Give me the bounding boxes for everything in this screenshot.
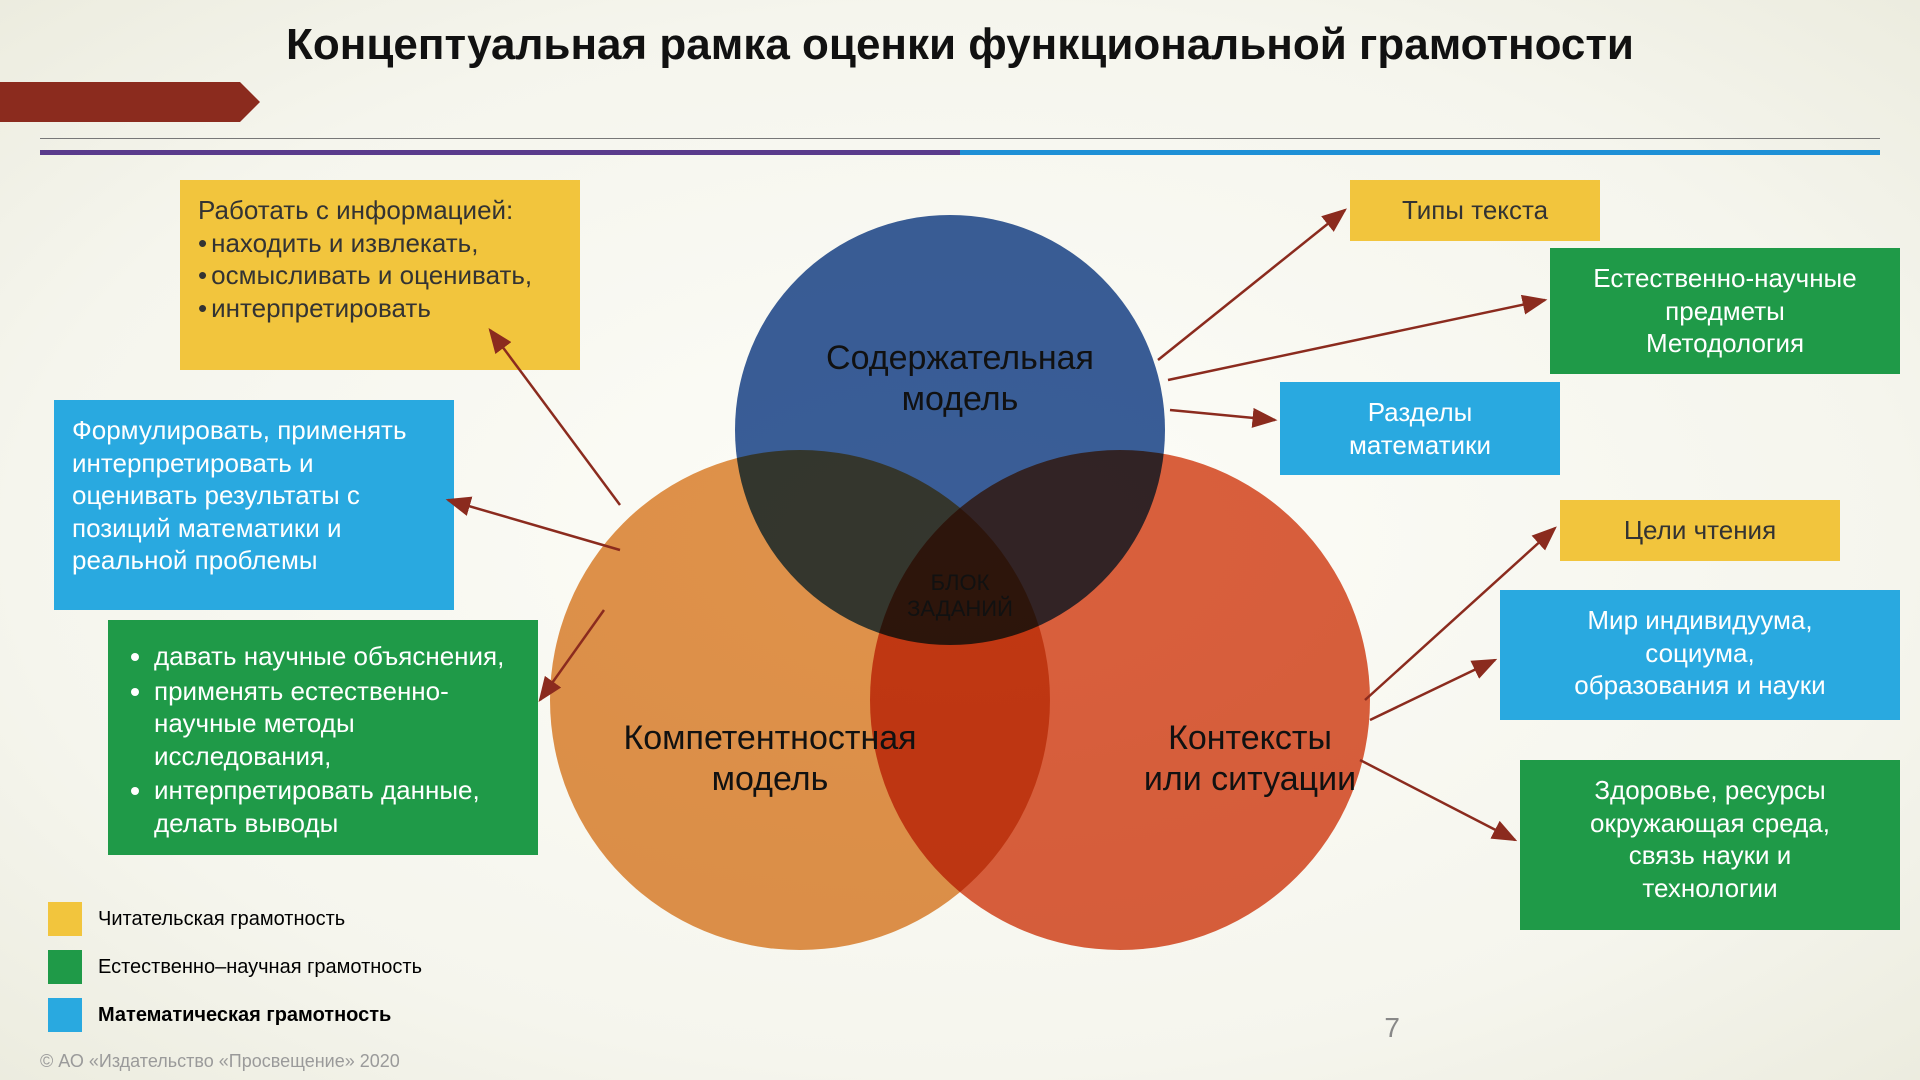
legend-swatch: [48, 902, 82, 936]
legend-row-1: Естественно–научная грамотность: [48, 950, 422, 984]
venn-label-competence: Компетентностнаямодель: [620, 718, 920, 800]
legend-label: Естественно–научная грамотность: [98, 956, 422, 979]
legend-swatch: [48, 998, 82, 1032]
legend-row-2: Математическая грамотность: [48, 998, 422, 1032]
legend: Читательская грамотность Естественно–науч…: [48, 888, 422, 1046]
divider-thin: [40, 138, 1880, 139]
slide: Концептуальная рамка оценки функциональн…: [0, 0, 1920, 1080]
callout-b_yellow_types: Типы текста: [1350, 180, 1600, 241]
arrow-1: [448, 500, 620, 550]
callout-b_cyan_sections: Разделыматематики: [1280, 382, 1560, 475]
callout-b_yellow_info: Работать с информацией:находить и извлек…: [180, 180, 580, 370]
callout-b_green_sci: давать научные объяснения,применять есте…: [108, 620, 538, 855]
legend-row-0: Читательская грамотность: [48, 902, 422, 936]
divider-thick: [40, 150, 1880, 155]
callout-b_cyan_math: Формулировать, применять интерпретироват…: [54, 400, 454, 610]
callout-b_cyan_world: Мир индивидуума,социума,образования и на…: [1500, 590, 1900, 720]
page-title: Концептуальная рамка оценки функциональн…: [0, 20, 1920, 70]
venn-label-content: Содержательнаямодель: [810, 338, 1110, 420]
legend-label: Читательская грамотность: [98, 908, 345, 931]
callout-b_green_subjects: Естественно-научные предметыМетодология: [1550, 248, 1900, 374]
ribbon-decoration: [0, 82, 240, 122]
legend-swatch: [48, 950, 82, 984]
copyright: © АО «Издательство «Просвещение» 2020: [40, 1051, 400, 1072]
arrow-5: [1170, 410, 1275, 420]
legend-label: Математическая грамотность: [98, 1004, 391, 1027]
callout-b_green_health: Здоровье, ресурсыокружающая среда,связь …: [1520, 760, 1900, 930]
arrow-3: [1158, 210, 1345, 360]
arrow-4: [1168, 300, 1545, 380]
page-number: 7: [1384, 1012, 1400, 1044]
venn-center-label: БЛОКЗАДАНИЙ: [895, 570, 1025, 622]
venn-circle-contexts: [870, 450, 1370, 950]
arrow-7: [1370, 660, 1495, 720]
callout-b_yellow_goals: Цели чтения: [1560, 500, 1840, 561]
venn-label-contexts: Контекстыили ситуации: [1100, 718, 1400, 800]
